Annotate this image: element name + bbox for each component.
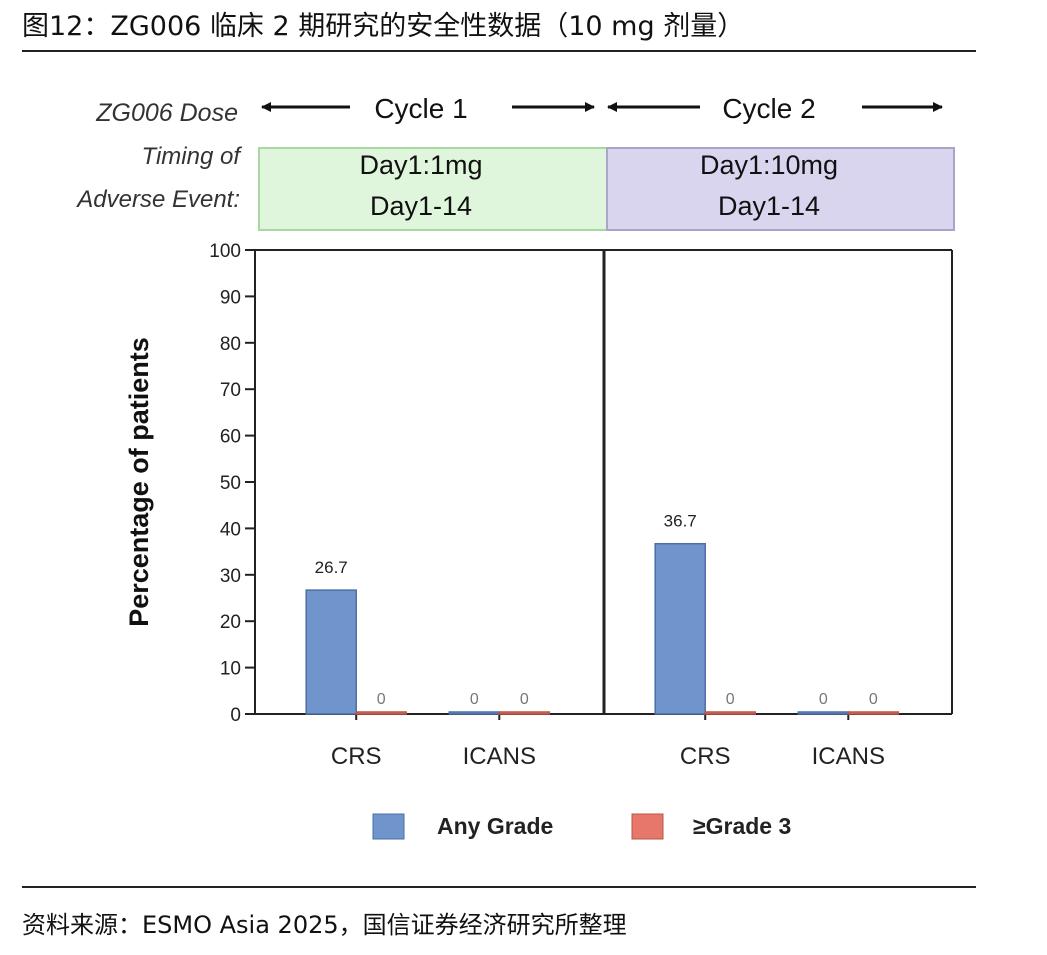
y-tick-label: 0 — [230, 705, 241, 726]
data-label: 36.7 — [664, 512, 697, 531]
x-category-label: CRS — [680, 743, 731, 770]
y-tick-label: 90 — [220, 287, 241, 308]
bar-grade3 — [498, 711, 551, 715]
bar-grade3 — [847, 711, 900, 715]
cycle1-dose-box — [258, 147, 608, 231]
data-label: 0 — [819, 691, 828, 708]
cycle1-label: Cycle 1 — [374, 93, 467, 124]
figure-title: 图12：ZG006 临床 2 期研究的安全性数据（10 mg 剂量） — [22, 11, 745, 42]
timing-row-label-line2: Adverse Event: — [75, 186, 240, 213]
source-note: 资料来源：ESMO Asia 2025，国信证券经济研究所整理 — [22, 911, 627, 939]
data-label: 0 — [520, 691, 529, 708]
cycle1-days: Day1-14 — [370, 191, 472, 221]
y-tick-label: 60 — [220, 427, 241, 448]
cycle2-days: Day1-14 — [718, 191, 820, 221]
data-label: 0 — [869, 691, 878, 708]
x-category-label: ICANS — [463, 743, 536, 770]
y-tick-label: 30 — [220, 566, 241, 587]
bar-any-grade — [797, 711, 850, 715]
cycle2-label: Cycle 2 — [722, 93, 815, 124]
bar-any-grade — [654, 542, 706, 715]
y-tick-label: 20 — [220, 612, 241, 633]
data-label: 0 — [377, 691, 386, 708]
y-tick-label: 50 — [220, 473, 241, 494]
legend-swatch-any-grade — [372, 813, 405, 840]
data-label: 26.7 — [315, 558, 348, 577]
cycle2-dose: Day1:10mg — [700, 150, 838, 180]
bar-grade3 — [704, 711, 756, 715]
bottom-rule — [22, 886, 976, 888]
legend-label-grade3: ≥Grade 3 — [693, 813, 791, 839]
bar-any-grade — [448, 711, 501, 715]
legend-label-any-grade: Any Grade — [437, 813, 553, 839]
y-tick-label: 40 — [220, 519, 241, 540]
y-tick-label: 100 — [209, 241, 241, 262]
cycle2-dose-box — [606, 147, 955, 231]
chart-area: ZG006 Dose Timing of Adverse Event: Cycl… — [75, 93, 955, 840]
y-axis-label: Percentage of patients — [124, 337, 154, 627]
x-category-label: ICANS — [812, 743, 885, 770]
legend-swatch-grade3 — [631, 813, 664, 840]
bar-grade3 — [355, 711, 407, 715]
bar-any-grade — [305, 589, 357, 715]
y-tick-label: 10 — [220, 659, 241, 680]
timing-row-label-line1: Timing of — [142, 143, 243, 170]
dose-row-label: ZG006 Dose — [95, 99, 238, 127]
data-label: 0 — [470, 691, 479, 708]
data-label: 0 — [726, 691, 735, 708]
y-tick-label: 80 — [220, 334, 241, 355]
cycle1-dose: Day1:1mg — [359, 150, 482, 180]
x-category-label: CRS — [331, 743, 382, 770]
y-tick-label: 70 — [220, 380, 241, 401]
top-rule — [22, 50, 976, 52]
